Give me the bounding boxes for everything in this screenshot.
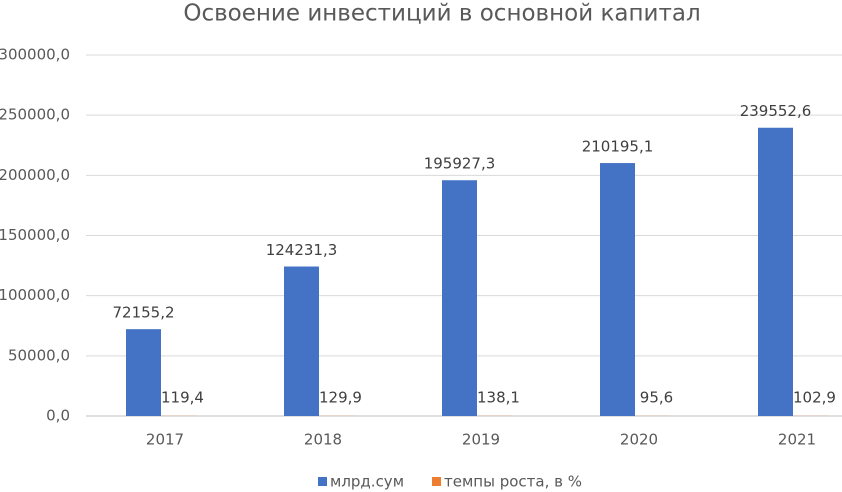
x-tick-label: 2019 — [462, 431, 500, 449]
legend-label: млрд.сум — [330, 473, 404, 491]
x-tick-label: 2017 — [146, 431, 184, 449]
value-label: 72155,2 — [112, 304, 174, 322]
value-label: 138,1 — [477, 388, 520, 406]
bar — [126, 329, 161, 416]
y-tick-label: 50000,0 — [8, 346, 70, 364]
y-tick-label: 100000,0 — [0, 286, 70, 304]
bar — [284, 266, 319, 416]
y-tick-label: 250000,0 — [0, 106, 70, 124]
x-tick-label: 2020 — [620, 431, 658, 449]
bar — [600, 163, 635, 416]
x-tick-label: 2021 — [778, 431, 816, 449]
x-tick-label: 2018 — [304, 431, 342, 449]
y-tick-label: 150000,0 — [0, 226, 70, 244]
value-label: 195927,3 — [424, 155, 496, 173]
value-label: 95,6 — [640, 388, 673, 406]
legend-swatch — [432, 477, 442, 486]
value-label: 119,4 — [161, 388, 204, 406]
bar — [758, 127, 793, 416]
y-tick-label: 300000,0 — [0, 46, 70, 64]
value-label: 129,9 — [319, 388, 362, 406]
chart-title: Освоение инвестиций в основной капитал — [183, 1, 700, 27]
value-label: 239552,6 — [740, 102, 812, 120]
bar — [442, 180, 477, 416]
y-tick-label: 0,0 — [46, 407, 70, 425]
value-label: 124231,3 — [266, 241, 338, 259]
y-tick-label: 200000,0 — [0, 166, 70, 184]
value-label: 102,9 — [793, 388, 836, 406]
legend-swatch — [318, 477, 327, 486]
legend-label: темпы роста, в % — [444, 473, 582, 491]
value-label: 210195,1 — [582, 138, 654, 156]
